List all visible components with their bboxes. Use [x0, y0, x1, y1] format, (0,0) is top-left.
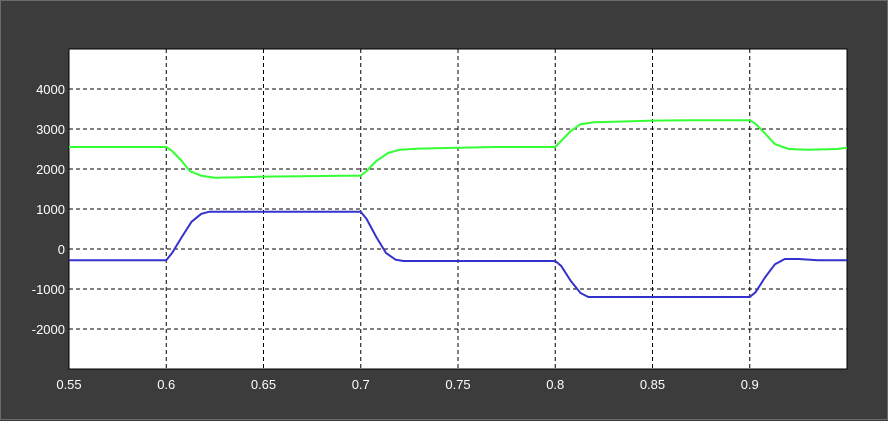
y-tick-label: 4000	[36, 82, 65, 97]
x-tick-label: 0.6	[157, 377, 175, 392]
grid-lines	[69, 49, 847, 369]
y-tick-label: -1000	[32, 282, 65, 297]
y-tick-label: 1000	[36, 202, 65, 217]
y-tick-label: 0	[58, 242, 65, 257]
series-line-1	[69, 119, 848, 179]
x-tick-label: 0.8	[546, 377, 564, 392]
x-tick-label: 0.75	[445, 377, 470, 392]
x-tick-label: 0.85	[640, 377, 665, 392]
y-tick-label: 2000	[36, 162, 65, 177]
y-tick-label: 3000	[36, 122, 65, 137]
series-layer	[69, 119, 848, 298]
x-axis-tick-labels: 0.55 0.6 0.65 0.7 0.75 0.8 0.85 0.9	[56, 377, 758, 392]
x-tick-label: 0.65	[251, 377, 276, 392]
y-axis-tick-labels: -2000 -1000 0 1000 2000 3000 4000	[32, 82, 65, 337]
series-line-2	[69, 210, 847, 298]
x-tick-label: 0.9	[741, 377, 759, 392]
x-tick-label: 0.55	[56, 377, 81, 392]
y-tick-label: -2000	[32, 322, 65, 337]
x-tick-label: 0.7	[352, 377, 370, 392]
